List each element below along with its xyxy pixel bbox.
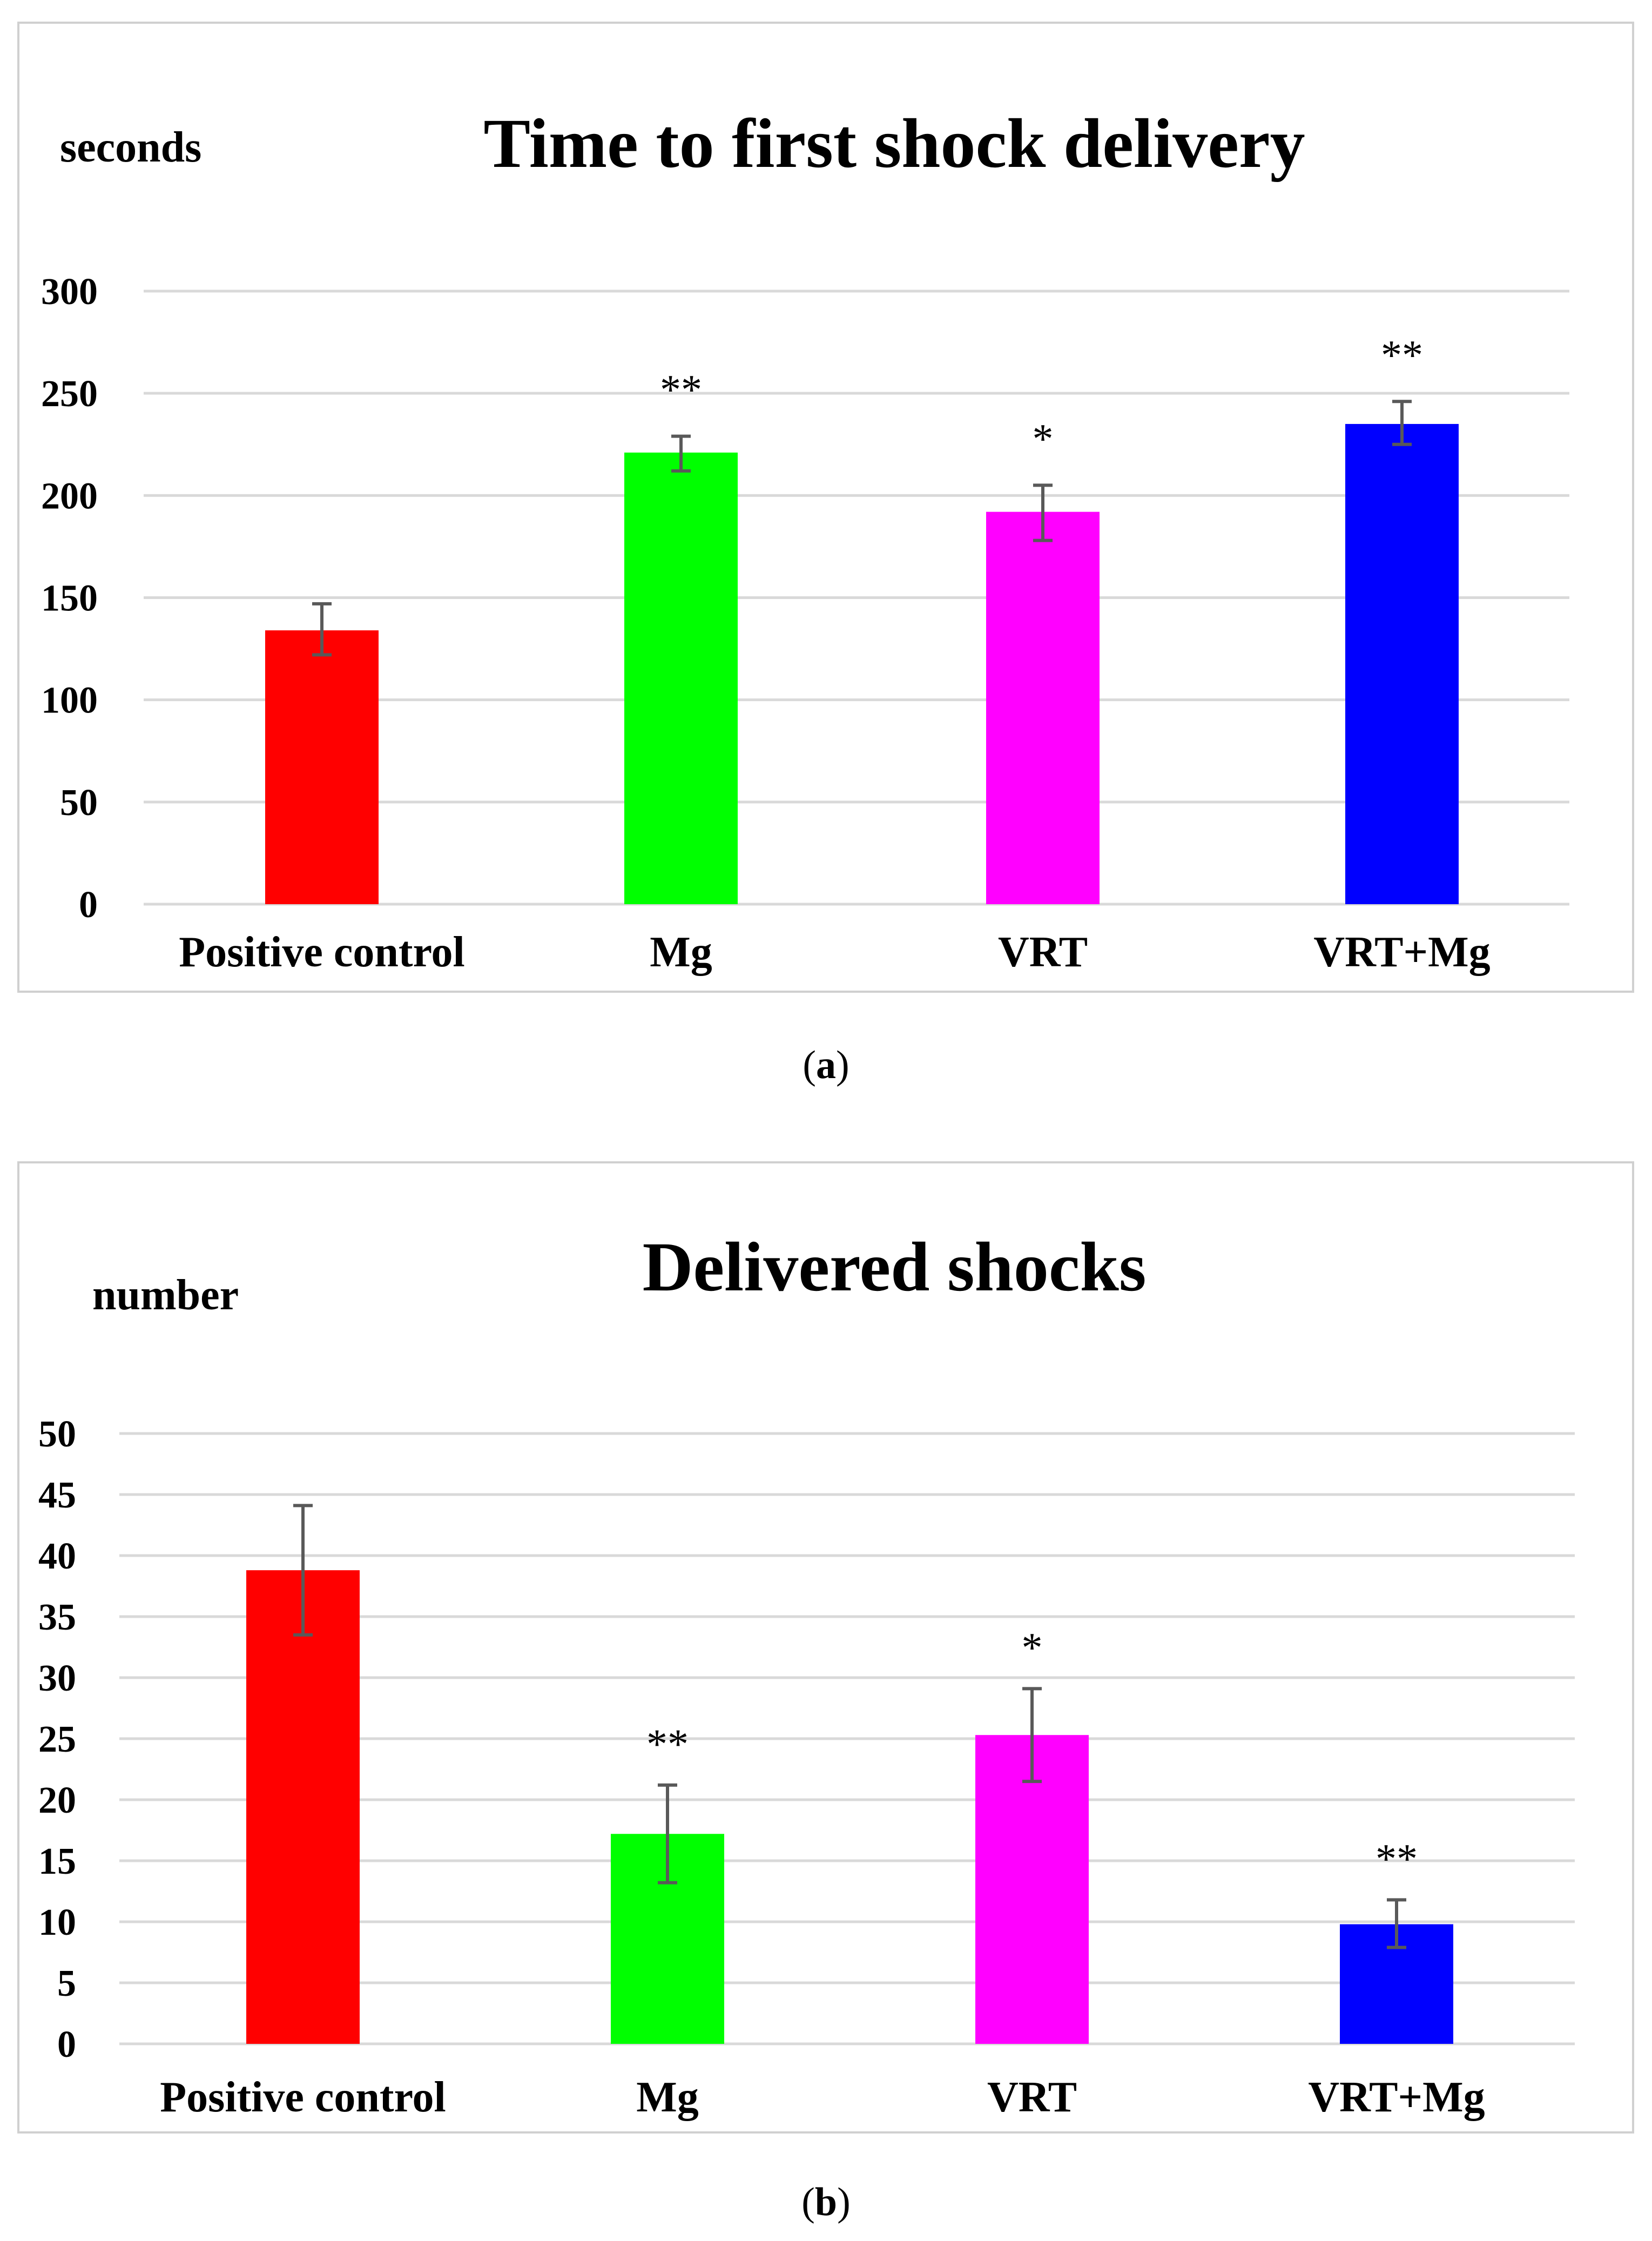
y-tick-label: 25: [38, 1719, 76, 1760]
y-tick-label: 5: [57, 1963, 76, 2004]
x-category-label: VRT: [998, 928, 1088, 976]
y-tick-label: 15: [38, 1841, 76, 1882]
x-category-label: Mg: [650, 928, 712, 976]
significance-label: *: [1022, 1624, 1043, 1671]
y-tick-label: 45: [38, 1475, 76, 1516]
significance-label: **: [646, 1720, 689, 1767]
y-tick-label: 10: [38, 1902, 76, 1943]
bar-vrt-mg: [1345, 423, 1459, 904]
caption-a: (a): [803, 1043, 849, 1087]
y-tick-label: 30: [38, 1658, 76, 1699]
chart-title: Time to first shock delivery: [483, 105, 1305, 183]
y-tick-label: 0: [57, 2024, 76, 2065]
bar-positive-control: [265, 630, 379, 904]
significance-label: *: [1033, 415, 1054, 462]
x-category-label: VRT+Mg: [1308, 2074, 1485, 2121]
bar-positive-control: [246, 1570, 360, 2044]
x-category-label: VRT: [987, 2074, 1077, 2121]
y-tick-label: 250: [41, 373, 98, 415]
significance-label: **: [1381, 331, 1423, 378]
y-axis-label: seconds: [60, 124, 201, 171]
chart-title: Delivered shocks: [643, 1228, 1147, 1306]
y-tick-label: 20: [38, 1780, 76, 1821]
y-tick-label: 50: [38, 1414, 76, 1455]
y-tick-label: 100: [41, 680, 98, 722]
x-category-label: VRT+Mg: [1313, 928, 1490, 976]
chart-b-svg: 0 5 10 15 20 25 30 35 40 45 50 Delivered shocks numb…: [38, 1228, 1575, 2121]
y-axis-label: number: [92, 1271, 239, 1319]
y-tick-label: 40: [38, 1536, 76, 1577]
y-tick-label: 300: [41, 271, 98, 313]
bar-vrt: [986, 512, 1100, 904]
significance-label: **: [1375, 1835, 1418, 1882]
significance-label: **: [660, 366, 702, 413]
y-tick-label: 50: [60, 782, 98, 824]
y-tick-label: 35: [38, 1597, 76, 1638]
x-category-label: Mg: [636, 2074, 699, 2121]
y-tick-label: 0: [79, 884, 98, 926]
chart-panel-b: 0 5 10 15 20 25 30 35 40 45 50 Delivered shocks numb…: [17, 1161, 1634, 2134]
y-tick-label: 200: [41, 475, 98, 517]
caption-b: (b): [801, 2180, 851, 2224]
bar-vrt: [975, 1735, 1089, 2044]
bar-mg: [624, 452, 738, 904]
chart-a-svg: 0 50 100 150 200 250 300 Time to first shock de…: [41, 105, 1569, 976]
x-category-label: Positive control: [179, 928, 465, 976]
x-category-label: Positive control: [160, 2074, 446, 2121]
chart-panel-a: 0 50 100 150 200 250 300 Time to first shock de…: [17, 22, 1634, 993]
y-tick-label: 150: [41, 578, 98, 620]
